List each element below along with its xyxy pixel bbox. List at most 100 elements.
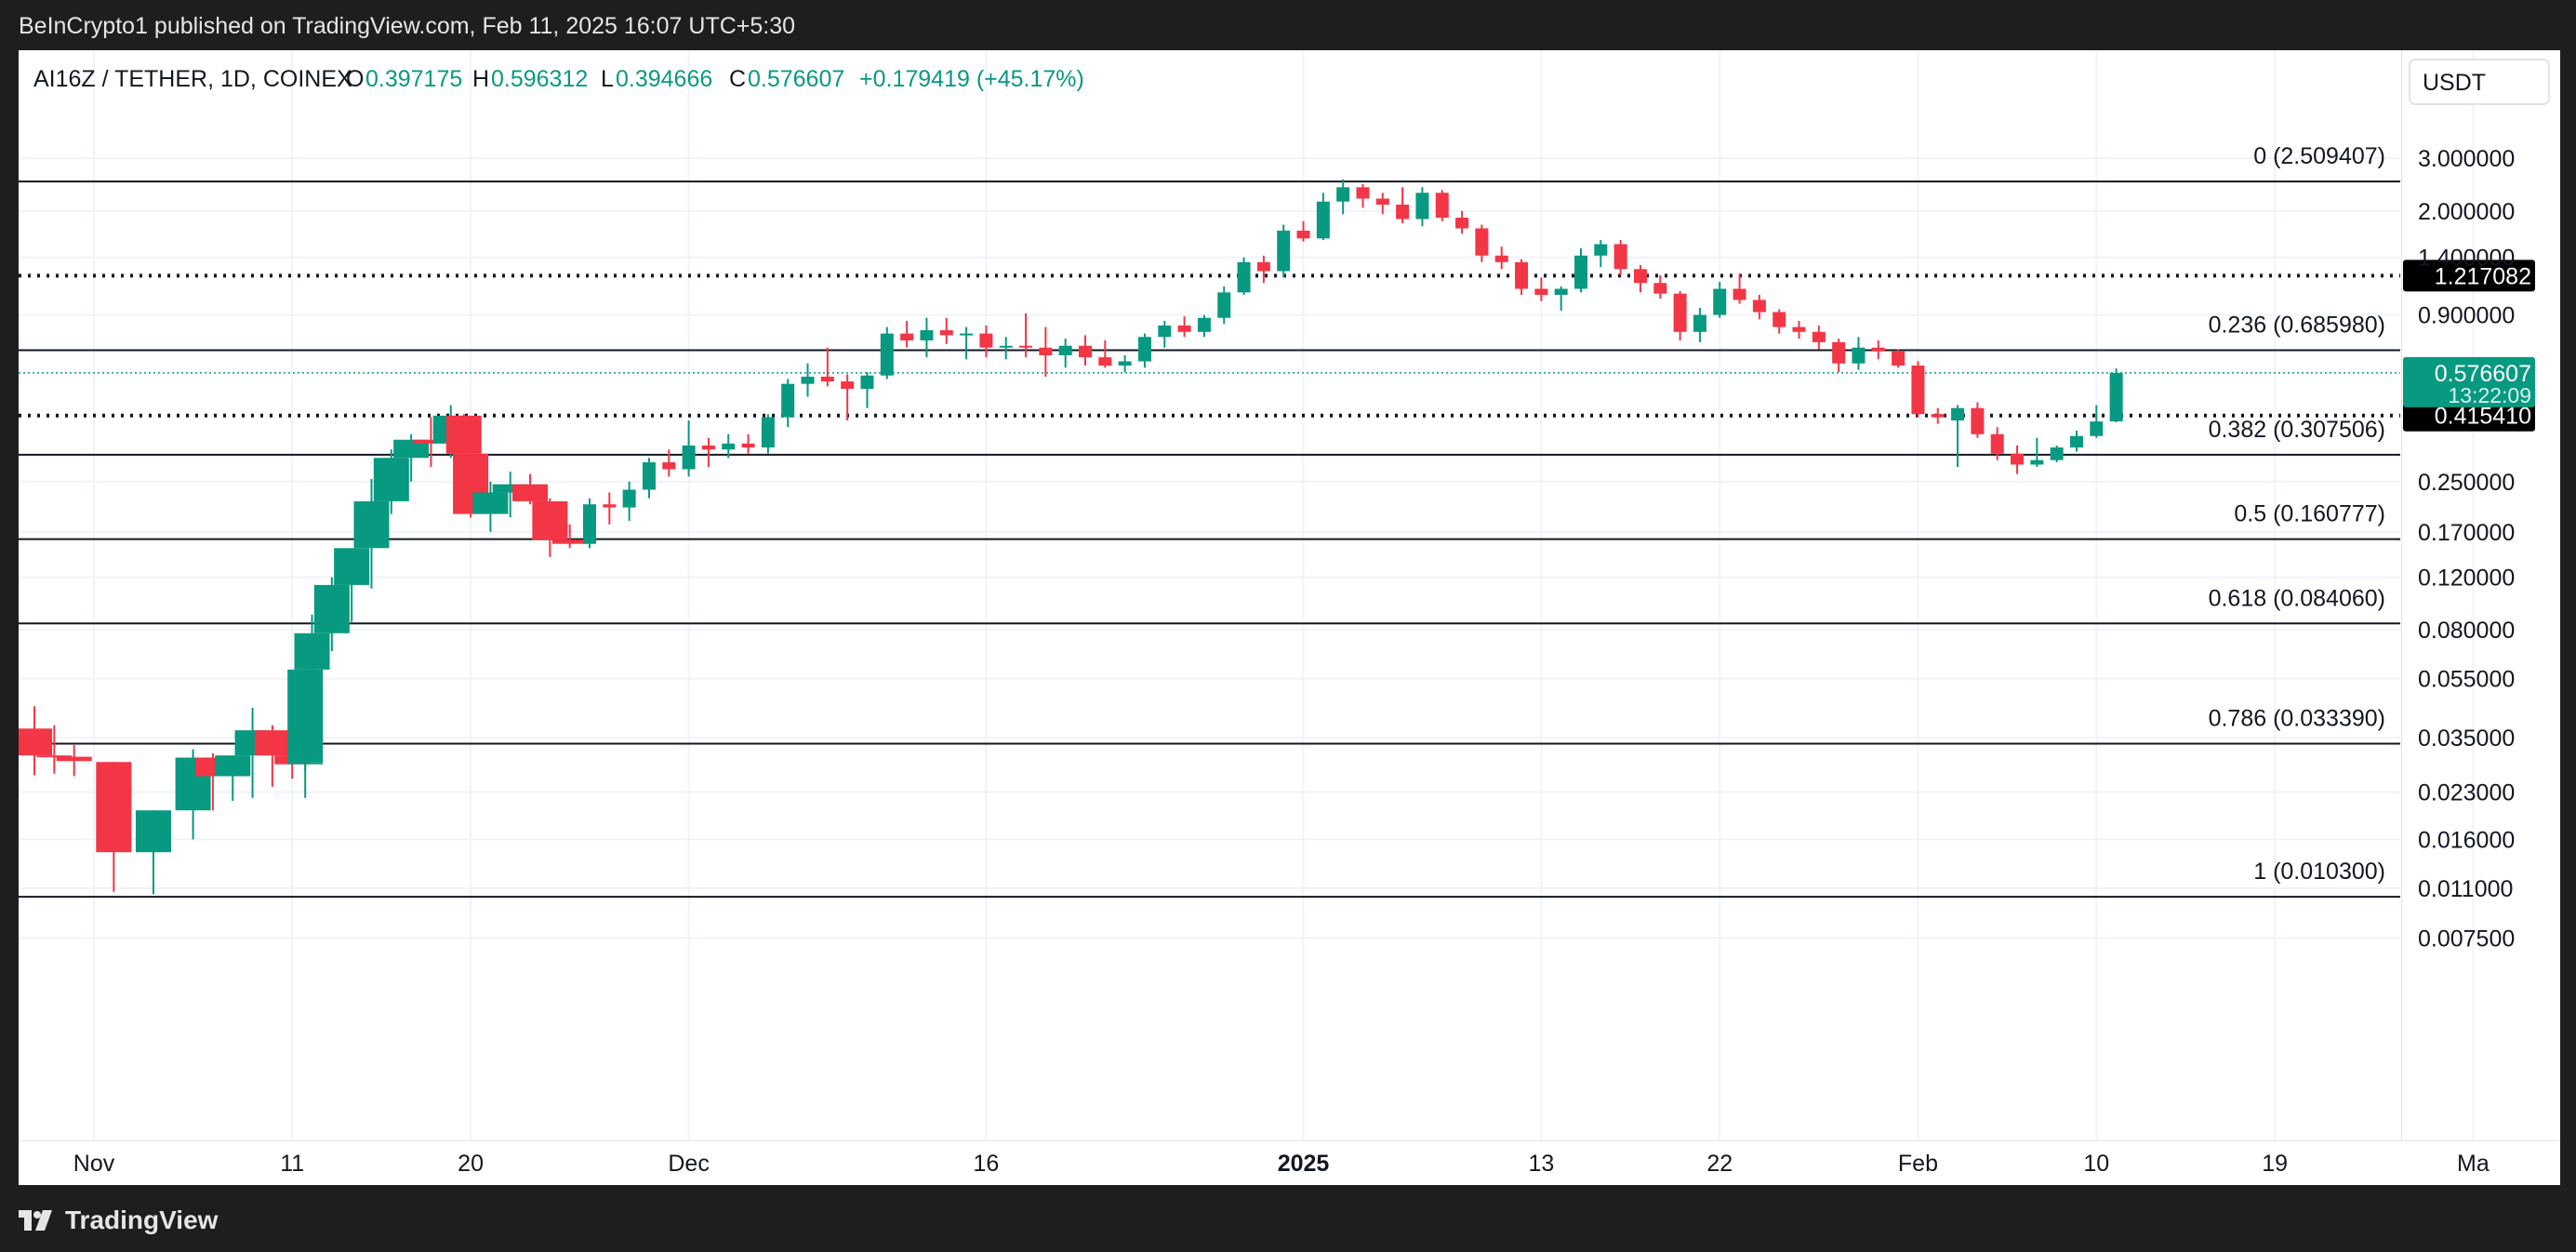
candle-body xyxy=(287,669,324,763)
y-tick-label: 0.250000 xyxy=(2418,470,2515,496)
candle-body xyxy=(1911,365,1925,415)
x-tick-label: Ma xyxy=(2457,1151,2490,1177)
candle-body xyxy=(701,445,715,450)
legend-o-value: 0.397175 xyxy=(365,66,462,92)
y-tick-label: 0.120000 xyxy=(2418,566,2515,592)
candle-body xyxy=(1733,288,1746,300)
candle-body xyxy=(1832,341,1846,364)
candle-body xyxy=(512,484,549,501)
y-tick-label: 0.080000 xyxy=(2418,618,2515,644)
candle-body xyxy=(939,330,953,336)
candle-body xyxy=(1633,269,1647,284)
candle-body xyxy=(860,375,874,390)
candle-body xyxy=(532,500,568,540)
candle-body xyxy=(781,383,795,418)
x-tick-label: 22 xyxy=(1706,1151,1733,1177)
candle-body xyxy=(1256,261,1270,272)
y-tick-label: 0.900000 xyxy=(2418,303,2515,329)
candle-body xyxy=(1217,292,1231,318)
x-tick-label: Nov xyxy=(73,1151,115,1177)
key-level-tag-label: 0.415410 xyxy=(2435,404,2531,430)
candle-body xyxy=(1277,230,1291,272)
candle-body xyxy=(722,443,736,450)
candle-body xyxy=(1752,300,1766,313)
y-tick-label: 0.035000 xyxy=(2418,726,2515,752)
candle-body xyxy=(1336,187,1350,202)
candle-body xyxy=(841,381,855,390)
candle-body xyxy=(1534,288,1548,295)
candle-body xyxy=(1892,351,1905,366)
candle-body xyxy=(1792,326,1806,332)
candle-body xyxy=(682,445,696,470)
y-tick-label: 0.016000 xyxy=(2418,827,2515,853)
last-price-countdown: 13:22:09 xyxy=(2448,383,2531,407)
candle-body xyxy=(1713,288,1727,315)
candle-body xyxy=(1455,218,1469,229)
publish-bar: BeInCrypto1 published on TradingView.com… xyxy=(0,0,2576,50)
candle-body xyxy=(1871,347,1885,352)
legend-symbol: AI16Z / TETHER, 1D, COINEX xyxy=(33,66,352,92)
candle-body xyxy=(135,810,171,853)
legend-h-value: 0.596312 xyxy=(491,66,588,92)
candle-body xyxy=(2109,372,2123,422)
publish-info: BeInCrypto1 published on TradingView.com… xyxy=(19,13,796,39)
candle-body xyxy=(1316,201,1330,239)
grid xyxy=(19,50,2475,1140)
candle-body xyxy=(2011,453,2025,465)
legend-c-value: 0.576607 xyxy=(748,66,844,92)
time-axis-divider xyxy=(19,1140,2560,1141)
candle-body xyxy=(2090,421,2104,436)
legend-h-label: H xyxy=(472,66,489,92)
currency-button[interactable] xyxy=(2409,59,2550,105)
candle-body xyxy=(1197,317,1211,332)
candle-body xyxy=(1356,187,1370,199)
candle-body xyxy=(445,415,482,454)
candle-body xyxy=(761,417,775,448)
candle-body xyxy=(1158,325,1172,338)
candle-body xyxy=(1613,244,1627,270)
tradingview-icon xyxy=(19,1210,52,1231)
price-axis-divider xyxy=(2401,50,2402,1140)
candle-body xyxy=(603,504,617,508)
chart-panel[interactable]: 0 (2.509407) 0.236 (0.685980) 0.382 (0.307… xyxy=(17,50,2560,1185)
candle-body xyxy=(413,439,449,444)
legend-c-label: C xyxy=(729,66,746,92)
x-tick-label: Dec xyxy=(668,1151,709,1177)
fib-level-label: 1 (0.010300) xyxy=(2253,859,2385,885)
candle-body xyxy=(801,376,815,384)
candle-body xyxy=(1435,193,1449,219)
candle-body xyxy=(1951,407,1965,421)
candle-body xyxy=(1058,345,1072,355)
footer-brand: TradingView xyxy=(65,1205,219,1234)
legend-o-label: O xyxy=(346,66,364,92)
tradingview-logo[interactable]: TradingView xyxy=(19,1205,218,1235)
key-level-tag xyxy=(2403,399,2535,432)
candle-body xyxy=(1693,314,1706,332)
last-price-tag xyxy=(2403,356,2535,407)
candle-body xyxy=(472,492,509,514)
candle-body xyxy=(2070,435,2083,448)
candle-body xyxy=(583,504,596,544)
candle-body xyxy=(820,376,834,382)
fib-level-label: 0.786 (0.033390) xyxy=(2209,705,2385,731)
candle-body xyxy=(1415,193,1429,220)
candle-body xyxy=(1296,230,1310,239)
x-tick-label: Feb xyxy=(1898,1151,1938,1177)
fib-level-label: 0.618 (0.084060) xyxy=(2209,585,2385,611)
candle-body xyxy=(880,333,894,376)
fib-level-label: 0.236 (0.685980) xyxy=(2209,313,2385,339)
candle-body xyxy=(1931,414,1945,418)
candle-body xyxy=(1118,361,1132,366)
candle-body xyxy=(492,484,528,493)
candle-body xyxy=(1852,347,1866,364)
candle-body xyxy=(1971,407,1985,434)
candle-body xyxy=(2030,460,2044,465)
footer: TradingView xyxy=(0,1185,2576,1252)
x-tick-label: 10 xyxy=(2083,1151,2109,1177)
candle-body xyxy=(1594,244,1608,256)
candle-body xyxy=(1574,255,1587,289)
price-chart[interactable]: 0 (2.509407) 0.236 (0.685980) 0.382 (0.307… xyxy=(17,50,2560,1185)
candle-body xyxy=(662,462,676,470)
candle-body xyxy=(1990,433,2004,454)
candle-body xyxy=(1039,347,1053,355)
